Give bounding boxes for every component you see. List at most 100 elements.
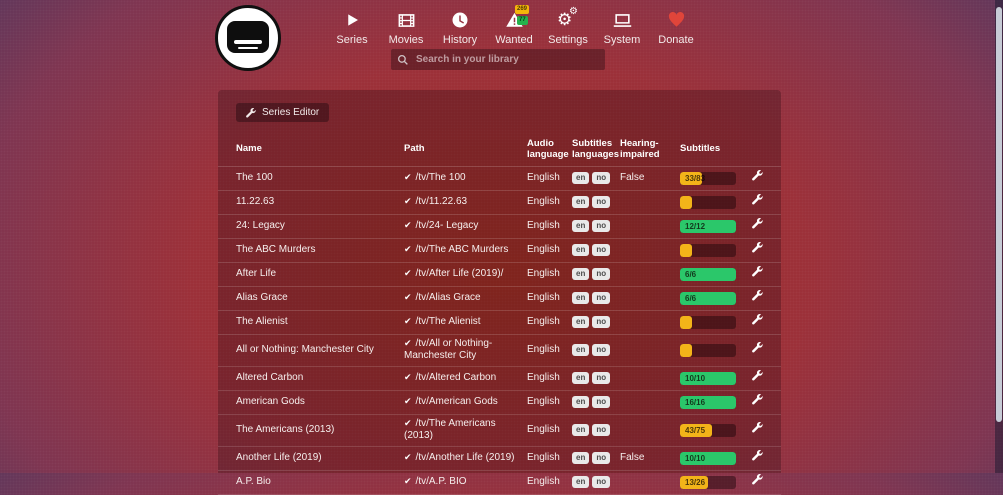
hearing-impaired-value <box>620 399 680 405</box>
hearing-impaired-value <box>620 199 680 205</box>
subtitle-languages: en no <box>572 289 620 308</box>
series-name[interactable]: The ABC Murders <box>236 243 316 255</box>
language-badge: en <box>572 243 590 256</box>
edit-series-button[interactable] <box>752 314 763 325</box>
edit-series-button[interactable] <box>752 342 763 353</box>
series-name[interactable]: 11.22.63 <box>236 195 275 207</box>
series-path-text: /tv/American Gods <box>415 395 498 407</box>
edit-series-button[interactable] <box>752 474 763 485</box>
series-name[interactable]: All or Nothing: Manchester City <box>236 343 374 355</box>
hearing-impaired-value <box>620 375 680 381</box>
scrollbar-thumb[interactable] <box>996 7 1002 422</box>
series-name[interactable]: The 100 <box>236 171 273 183</box>
edit-series-button[interactable] <box>752 242 763 253</box>
check-icon: ✔ <box>404 267 412 278</box>
language-badge: no <box>592 243 611 256</box>
table-row: The Alienist ✔/tv/The Alienist English e… <box>218 311 781 335</box>
audio-language: English <box>527 243 560 255</box>
nav-history-label: History <box>442 34 478 46</box>
check-icon: ✔ <box>404 195 412 206</box>
series-name[interactable]: 24: Legacy <box>236 219 285 231</box>
language-badge: en <box>572 475 590 488</box>
edit-series-button[interactable] <box>752 422 763 433</box>
wrench-icon <box>752 394 763 405</box>
subtitle-languages: en no <box>572 313 620 332</box>
hearing-impaired-value <box>620 319 680 325</box>
subtitles-progress: 33/83 <box>680 169 752 188</box>
scrollbar-track[interactable] <box>995 0 1003 473</box>
audio-language: English <box>527 451 560 463</box>
series-name[interactable]: Another Life (2019) <box>236 451 322 463</box>
series-name[interactable]: A.P. Bio <box>236 475 271 487</box>
language-badge: no <box>592 291 611 304</box>
nav-system[interactable]: System <box>595 8 649 46</box>
subtitles-progress-fill <box>680 243 692 257</box>
audio-language: English <box>527 343 560 355</box>
search-icon <box>397 54 408 65</box>
edit-series-button[interactable] <box>752 266 763 277</box>
language-badge: no <box>592 267 611 280</box>
nav-wanted[interactable]: 269 77 Wanted <box>487 5 541 46</box>
subtitle-languages: en no <box>572 169 620 188</box>
edit-series-button[interactable] <box>752 218 763 229</box>
language-badge: en <box>572 171 590 184</box>
edit-series-button[interactable] <box>752 194 763 205</box>
language-badge: no <box>592 423 611 436</box>
edit-series-button[interactable] <box>752 450 763 461</box>
check-icon: ✔ <box>404 291 412 302</box>
series-name[interactable]: Alias Grace <box>236 291 288 303</box>
search-input[interactable] <box>414 53 599 66</box>
series-name[interactable]: American Gods <box>236 395 305 407</box>
edit-series-button[interactable] <box>752 370 763 381</box>
subtitles-progress-label: 10/10 <box>685 373 706 383</box>
subtitle-languages: en no <box>572 193 620 212</box>
subtitle-languages: en no <box>572 241 620 260</box>
table-row: Altered Carbon ✔/tv/Altered Carbon Engli… <box>218 367 781 391</box>
wrench-icon <box>246 107 256 118</box>
header-path[interactable]: Path <box>404 143 425 155</box>
series-name[interactable]: After Life <box>236 267 277 279</box>
series-name[interactable]: The Americans (2013) <box>236 423 335 435</box>
series-path: ✔/tv/11.22.63 <box>404 193 527 212</box>
edit-series-button[interactable] <box>752 170 763 181</box>
edit-series-button[interactable] <box>752 394 763 405</box>
nav-movies[interactable]: Movies <box>379 8 433 46</box>
series-name[interactable]: Altered Carbon <box>236 371 304 383</box>
series-path-text: /tv/The Alienist <box>415 315 481 327</box>
check-icon: ✔ <box>404 417 412 428</box>
subtitles-progress-label: 6/6 <box>685 269 697 279</box>
wrench-icon <box>752 170 763 181</box>
subtitles-progress-bar <box>680 195 736 209</box>
language-badge: en <box>572 219 590 232</box>
series-path: ✔/tv/The ABC Murders <box>404 241 527 260</box>
series-path: ✔/tv/Another Life (2019) <box>404 449 527 468</box>
subtitles-progress-bar: 6/6 <box>680 291 736 305</box>
subtitles-progress-bar <box>680 343 736 357</box>
header-audio-language[interactable]: Audio language <box>527 137 569 160</box>
subtitles-progress-label: 13/26 <box>685 477 706 487</box>
nav-donate[interactable]: Donate <box>649 8 703 46</box>
nav-series-label: Series <box>336 34 368 46</box>
header-subtitles[interactable]: Subtitles <box>680 143 721 155</box>
edit-series-button[interactable] <box>752 290 763 301</box>
header-subtitles-languages[interactable]: Subtitles languages <box>572 137 619 160</box>
hearing-impaired-value <box>620 271 680 277</box>
subtitle-languages: en no <box>572 217 620 236</box>
nav-system-label: System <box>603 34 641 46</box>
header-name[interactable]: Name <box>236 143 262 155</box>
heart-shape <box>668 12 684 27</box>
language-badge: no <box>592 451 611 464</box>
header-hearing-impaired[interactable]: Hearing-impaired <box>620 137 660 160</box>
nav-settings[interactable]: ⚙ ⚙ Settings <box>541 6 595 46</box>
app-logo[interactable] <box>215 5 281 71</box>
table-row: American Gods ✔/tv/American Gods English… <box>218 391 781 415</box>
play-icon <box>343 8 361 32</box>
nav-history[interactable]: History <box>433 8 487 46</box>
nav-series[interactable]: Series <box>325 8 379 46</box>
check-icon: ✔ <box>404 371 412 382</box>
series-name[interactable]: The Alienist <box>236 315 288 327</box>
series-editor-button[interactable]: Series Editor <box>236 103 330 122</box>
series-path-text: /tv/The 100 <box>415 171 466 183</box>
series-path: ✔/tv/The Americans (2013) <box>404 415 527 446</box>
series-path-text: /tv/The Americans (2013) <box>404 417 496 442</box>
